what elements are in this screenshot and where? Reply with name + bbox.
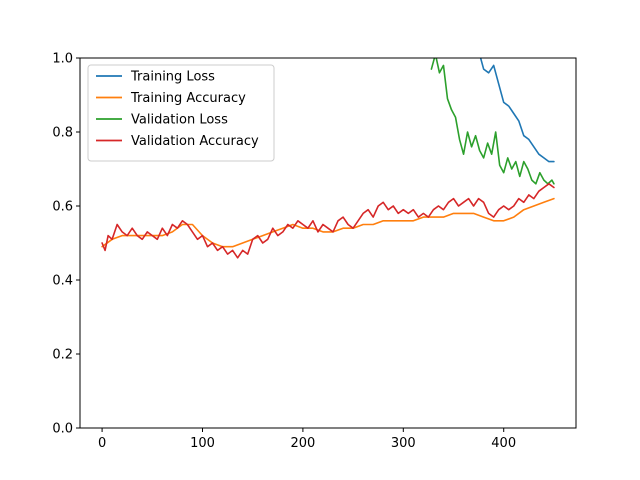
y-tick-label: 0.2 (52, 348, 73, 363)
x-axis: 0 100 200 300 400 (98, 428, 516, 451)
y-tick-label: 0.6 (52, 200, 73, 215)
x-tick-label: 400 (491, 436, 516, 451)
series-line-validation-loss (430, 58, 555, 185)
series-line-training-loss (479, 58, 555, 163)
y-tick-label: 1.0 (52, 52, 73, 67)
y-tick-label: 0.4 (52, 274, 73, 289)
legend-label: Validation Accuracy (131, 134, 259, 149)
legend-label: Training Loss (130, 70, 215, 85)
legend-label: Validation Loss (131, 113, 228, 128)
x-tick-label: 100 (190, 436, 215, 451)
y-axis: 0.0 0.2 0.4 0.6 0.8 1.0 (52, 52, 80, 437)
legend: Training Loss Training Accuracy Validation… (87, 64, 275, 162)
x-tick-label: 200 (290, 436, 315, 451)
plot-frame (79, 57, 577, 429)
series-layer (101, 58, 555, 259)
x-tick-label: 300 (391, 436, 416, 451)
x-tick-label: 0 (98, 436, 106, 451)
legend-box (87, 64, 275, 162)
y-tick-label: 0.8 (52, 126, 73, 141)
y-tick-label: 0.0 (52, 422, 73, 437)
series-line-validation-accuracy (101, 183, 555, 259)
legend-label: Training Accuracy (130, 91, 246, 106)
